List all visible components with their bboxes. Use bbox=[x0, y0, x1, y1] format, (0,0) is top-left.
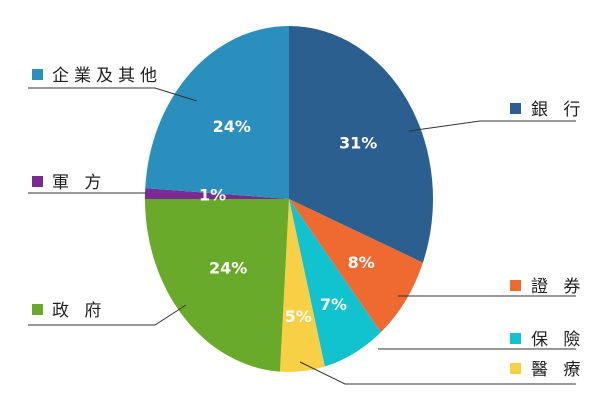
legend-label: 政 府 bbox=[52, 301, 106, 321]
pie-slice bbox=[289, 199, 381, 367]
pie-slice bbox=[279, 199, 325, 372]
slice-value-label: 31% bbox=[339, 134, 377, 153]
leader-line bbox=[299, 361, 576, 385]
pie-slices bbox=[145, 26, 434, 372]
legend-label: 銀 行 bbox=[531, 100, 585, 120]
legend-swatch bbox=[32, 304, 43, 315]
legend-label: 醫 療 bbox=[531, 360, 585, 380]
legend-label: 證 券 bbox=[531, 277, 585, 297]
legend-swatch bbox=[510, 280, 521, 291]
legend-swatch bbox=[510, 363, 521, 374]
legend-swatch bbox=[32, 69, 43, 80]
legend-swatch bbox=[510, 103, 521, 114]
slice-value-label: 24% bbox=[209, 259, 247, 278]
legend-label: 企業及其他 bbox=[52, 66, 162, 86]
slice-value-label: 5% bbox=[285, 307, 312, 326]
pie-slice bbox=[145, 26, 289, 199]
leader-line bbox=[408, 120, 576, 132]
leader-line bbox=[28, 304, 187, 326]
slice-value-label: 24% bbox=[213, 117, 251, 136]
slice-labels: 31% 8% 7% 5% 24% 1% 24% bbox=[199, 117, 377, 326]
pie-slice bbox=[289, 26, 434, 263]
legend-callouts: 銀 行證 券保 險醫 療 政 府 軍 方 企業及其他 bbox=[28, 66, 585, 385]
pie-slice bbox=[145, 199, 289, 372]
legend-swatch bbox=[510, 333, 521, 344]
slice-value-label: 8% bbox=[348, 253, 375, 272]
pie-slice bbox=[289, 199, 423, 333]
pie-slice bbox=[145, 188, 289, 199]
leader-line bbox=[28, 87, 198, 102]
legend-label: 軍 方 bbox=[52, 173, 106, 193]
legend-label: 保 險 bbox=[531, 330, 585, 350]
legend-swatch bbox=[32, 176, 43, 187]
slice-value-label: 1% bbox=[199, 186, 226, 205]
slice-value-label: 7% bbox=[320, 295, 347, 314]
